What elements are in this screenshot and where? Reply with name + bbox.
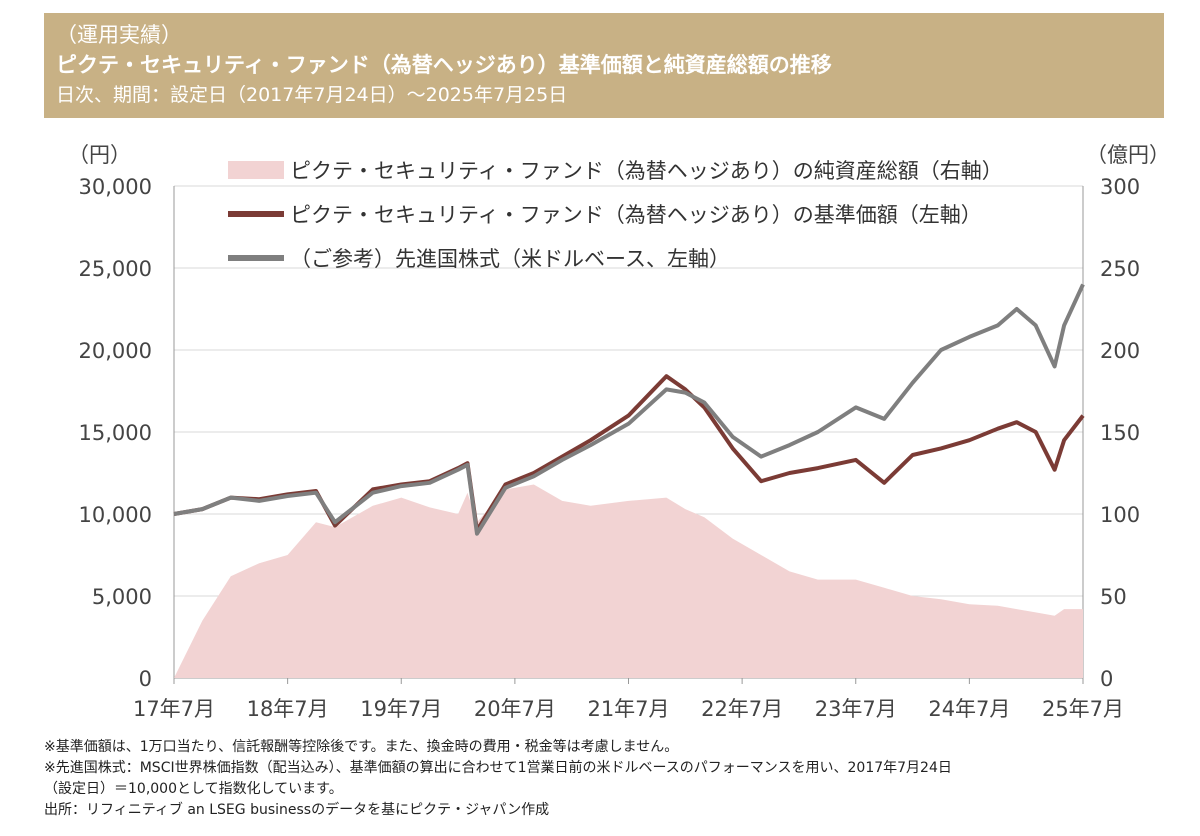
msci-line [173, 283, 1085, 536]
legend-label: ピクテ・セキュリティ・ファンド（為替ヘッジあり）の純資産総額（右軸） [290, 159, 1003, 183]
note-2: ※先進国株式：MSCI世界株価指数（配当込み）、基準価額の算出に合わせて1営業日… [44, 760, 952, 776]
left-tick-label: 10,000 [79, 503, 152, 527]
source-note: 出所：リフィニティブ an LSEG businessのデータを基にピクテ・ジャ… [44, 802, 550, 818]
chart-title: ピクテ・セキュリティ・ファンド（為替ヘッジあり）基準価額と純資産総額の推移 [56, 53, 832, 77]
legend-label: （ご参考）先進国株式（米ドルベース、左軸） [290, 247, 730, 271]
right-tick-label: 150 [1100, 421, 1140, 445]
legend-label: ピクテ・セキュリティ・ファンド（為替ヘッジあり）の基準価額（左軸） [290, 203, 982, 227]
x-tick-label: 21年7月 [587, 697, 669, 721]
right-tick-label: 200 [1100, 339, 1140, 363]
left-tick-label: 5,000 [92, 585, 152, 609]
right-tick-label: 50 [1100, 585, 1127, 609]
x-tick-label: 19年7月 [360, 697, 442, 721]
x-tick-label: 17年7月 [133, 697, 215, 721]
left-tick-label: 25,000 [79, 257, 152, 281]
x-tick-label: 18年7月 [247, 697, 329, 721]
net-assets-area [174, 484, 1083, 678]
right-tick-label: 0 [1100, 667, 1113, 691]
left-tick-label: 30,000 [79, 175, 152, 199]
x-tick-label: 25年7月 [1042, 697, 1124, 721]
left-tick-label: 20,000 [79, 339, 152, 363]
left-tick-label: 15,000 [79, 421, 152, 445]
x-tick-label: 24年7月 [928, 697, 1010, 721]
chart-header: （運用実績） ピクテ・セキュリティ・ファンド（為替ヘッジあり）基準価額と純資産総… [44, 13, 1164, 118]
x-tick-label: 20年7月 [474, 697, 556, 721]
right-tick-label: 250 [1100, 257, 1140, 281]
footnotes: ※基準価額は、1万口当たり、信託報酬等控除後です。また、換金時の費用・税金等は考… [44, 737, 952, 821]
note-1: ※基準価額は、1万口当たり、信託報酬等控除後です。また、換金時の費用・税金等は考… [44, 739, 679, 755]
left-axis-unit: （円） [68, 143, 131, 167]
legend-swatch-net-assets [228, 161, 284, 179]
right-tick-label: 300 [1100, 175, 1140, 199]
right-tick-label: 100 [1100, 503, 1140, 527]
left-tick-label: 0 [139, 667, 152, 691]
x-tick-label: 23年7月 [815, 697, 897, 721]
chart-subtitle: 日次、期間：設定日（2017年7月24日）～2025年7月25日 [56, 84, 568, 106]
header-label: （運用実績） [56, 23, 182, 47]
x-tick-label: 22年7月 [701, 697, 783, 721]
right-axis-unit: （億円） [1086, 143, 1170, 167]
note-3: （設定日）＝10,000として指数化しています。 [44, 781, 343, 797]
